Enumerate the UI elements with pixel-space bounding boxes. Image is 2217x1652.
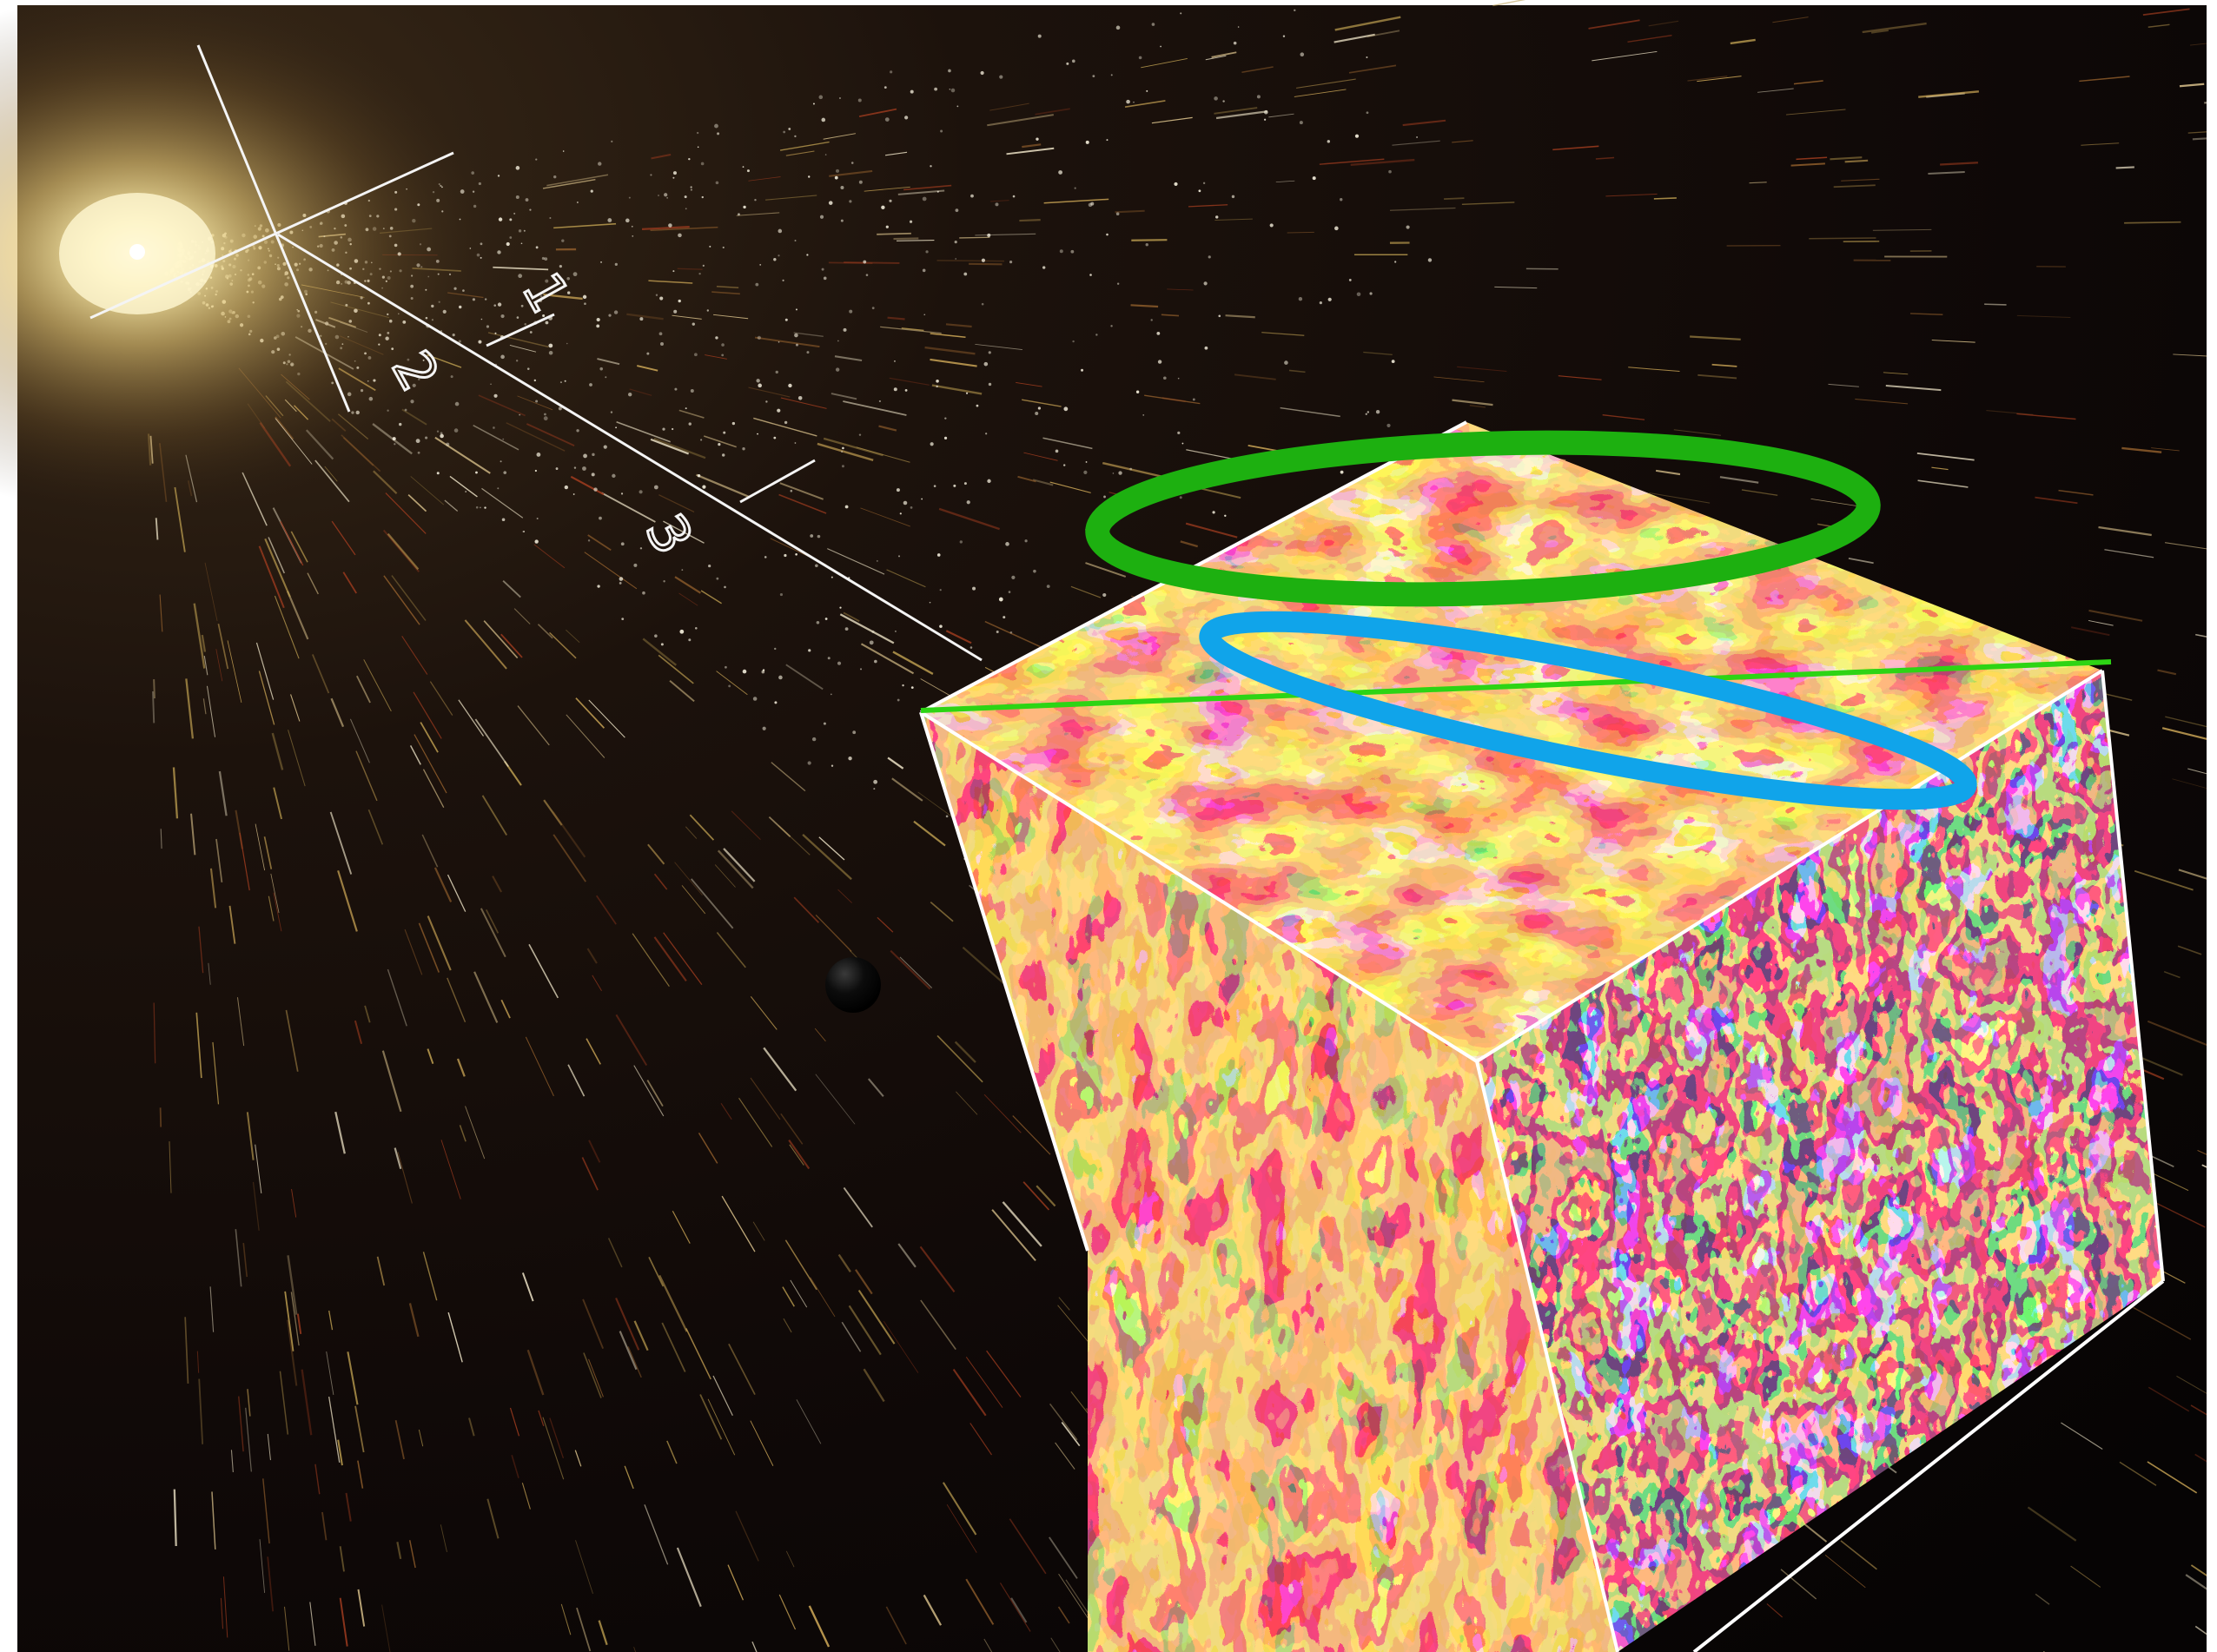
ring-blue-icon	[1199, 611, 1977, 810]
green-guide-line	[920, 659, 2112, 713]
right-edge-strip	[2207, 0, 2217, 1652]
distance-axis	[89, 44, 983, 662]
ring-green-icon	[1085, 430, 1881, 607]
axis-main-line	[277, 233, 983, 662]
axis-tick-1	[486, 313, 555, 347]
axis-tick-3	[739, 459, 816, 504]
axis-cross-line-a	[196, 44, 351, 413]
planet-icon	[825, 957, 881, 1013]
top-border	[0, 0, 2217, 5]
star-icon	[0, 0, 502, 514]
axis-cross-line-b	[89, 151, 454, 320]
